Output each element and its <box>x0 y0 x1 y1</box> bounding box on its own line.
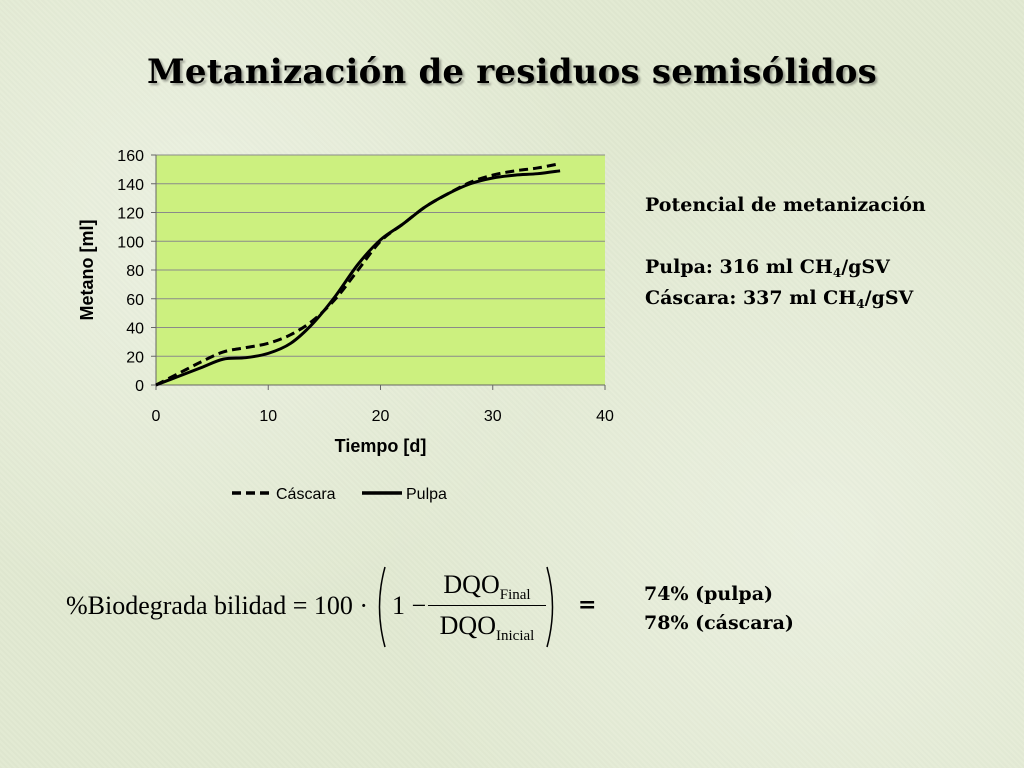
fraction-bar <box>428 605 546 606</box>
y-tick-label: 100 <box>117 234 144 251</box>
info-pulpa-sub: 4 <box>832 266 842 280</box>
info-cascara-prefix: Cáscara: 337 ml CH <box>645 287 857 309</box>
formula-numerator: DQOFinal <box>428 567 546 603</box>
x-tick-label: 40 <box>596 408 614 425</box>
legend-label-pulpa: Pulpa <box>406 486 447 503</box>
num-sub: Final <box>499 587 531 603</box>
y-tick-label: 40 <box>126 321 144 338</box>
y-tick-label: 120 <box>117 206 144 223</box>
x-axis-title: Tiempo [d] <box>335 436 427 456</box>
info-pulpa-prefix: Pulpa: 316 ml CH <box>645 256 833 278</box>
series-line-cascara <box>155 162 561 387</box>
formula-fraction: DQOFinal DQOInicial <box>428 567 546 644</box>
y-axis-title: Metano [ml] <box>77 220 97 321</box>
x-tick-label: 20 <box>372 408 390 425</box>
den-sub: Inicial <box>496 628 535 644</box>
y-tick-label: 160 <box>117 148 144 165</box>
methanization-info: Potencial de metanización Pulpa: 316 ml … <box>645 190 926 314</box>
formula-one-minus: 1 − <box>392 591 427 620</box>
series-line-pulpa <box>155 169 561 387</box>
formula-lhs: %Biodegrada bilidad = 100 · <box>66 591 369 620</box>
y-tick-label: 80 <box>126 263 144 280</box>
info-heading: Potencial de metanización <box>645 194 926 216</box>
result-cascara: 78% (cáscara) <box>644 612 794 634</box>
info-cascara-sub: 4 <box>856 297 865 311</box>
info-pulpa-suffix: /gSV <box>841 256 890 278</box>
info-cascara-suffix: /gSV <box>864 287 914 309</box>
y-tick-label: 0 <box>135 378 144 395</box>
x-tick-label: 10 <box>259 408 277 425</box>
x-tick-label: 30 <box>484 408 502 425</box>
info-cascara: Cáscara: 337 ml CH4/gSV <box>645 283 926 314</box>
formula-denominator: DQOInicial <box>428 608 546 644</box>
x-tick-label: 0 <box>152 408 161 425</box>
legend-label-cascara: Cáscara <box>276 486 336 503</box>
info-pulpa: Pulpa: 316 ml CH4/gSV <box>645 252 926 283</box>
y-tick-label: 60 <box>126 292 144 309</box>
biodegradability-formula: %Biodegrada bilidad = 100 · 1 − DQOFinal… <box>66 565 566 655</box>
result-pulpa: 74% (pulpa) <box>644 583 774 605</box>
results: 74% (pulpa) 78% (cáscara) <box>644 580 794 638</box>
left-paren <box>378 566 386 648</box>
y-tick-label: 20 <box>126 349 144 366</box>
y-tick-label: 140 <box>117 177 144 194</box>
equals-sign: = <box>578 592 597 618</box>
slide-title: Metanización de residuos semisólidos <box>147 52 877 92</box>
num-main: DQO <box>443 570 500 599</box>
den-main: DQO <box>439 611 496 640</box>
right-paren <box>546 566 554 648</box>
